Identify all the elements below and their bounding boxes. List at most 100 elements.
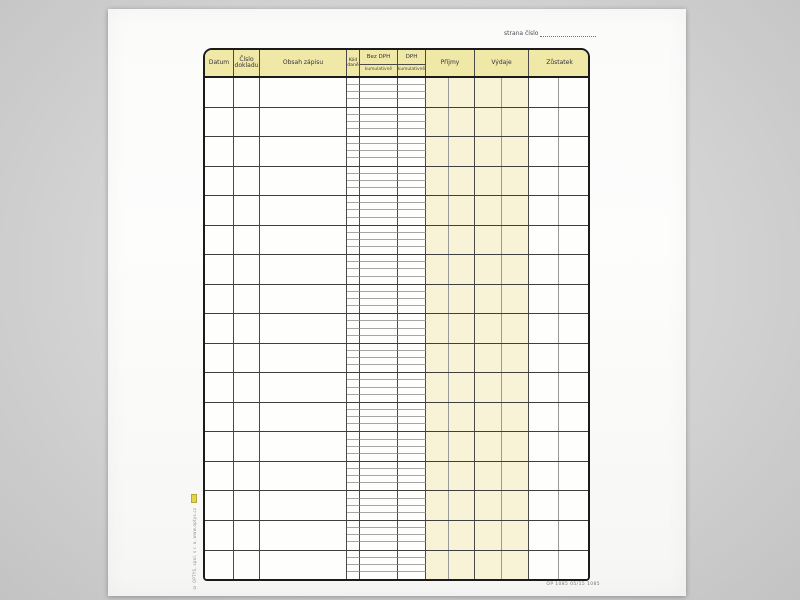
subcell-dph xyxy=(398,343,426,351)
subcell-bez-dph xyxy=(360,498,398,506)
subcell-dph xyxy=(398,417,426,425)
subcell-dph xyxy=(398,92,426,100)
subcell-bez-dph xyxy=(360,217,398,225)
tax-subgrid xyxy=(347,550,426,579)
subcell-kod-dane xyxy=(347,461,360,470)
subcell-dph xyxy=(398,137,426,145)
subcell-kod-dane xyxy=(347,203,360,211)
cell-prijmy-kc xyxy=(426,107,449,137)
subcell-bez-dph xyxy=(360,358,398,366)
header-prijmy-label: Příjmy xyxy=(440,58,460,66)
subcell-kod-dane xyxy=(347,469,360,477)
cell-cislo-dokladu xyxy=(234,373,260,402)
cell-prijmy-hal xyxy=(449,520,475,550)
subcell-bez-dph xyxy=(360,512,398,520)
subcell-dph xyxy=(398,446,426,454)
subcell-bez-dph xyxy=(360,180,398,188)
subcell-kod-dane xyxy=(347,217,360,225)
cell-prijmy-hal xyxy=(449,491,475,520)
cell-datum xyxy=(205,166,234,196)
cell-prijmy-kc xyxy=(426,284,449,314)
cell-vydaje-kc xyxy=(475,284,502,314)
header-cislo-line2: dokladu xyxy=(234,62,259,69)
subcell-dph xyxy=(398,491,426,499)
cell-cislo-dokladu xyxy=(234,166,260,196)
cell-vydaje-kc xyxy=(475,402,502,432)
cell-vydaje-hal xyxy=(502,402,529,432)
page-number-dotted-line xyxy=(540,32,596,37)
cell-zustatek-hal xyxy=(559,284,588,314)
subcell-kod-dane xyxy=(347,173,360,181)
subcell-bez-dph xyxy=(360,269,398,277)
subcell-bez-dph xyxy=(360,99,398,107)
subcell-bez-dph xyxy=(360,114,398,122)
subcell-kod-dane xyxy=(347,335,360,343)
subcell-kod-dane xyxy=(347,483,360,491)
cell-zustatek-kc xyxy=(529,166,559,196)
table-row xyxy=(205,284,588,315)
cell-zustatek-kc xyxy=(529,196,559,225)
subcell-kod-dane xyxy=(347,78,360,86)
subcell-bez-dph xyxy=(360,476,398,484)
subcell-dph xyxy=(398,498,426,506)
subcell-kod-dane xyxy=(347,99,360,107)
publisher-logo-mark xyxy=(191,493,198,503)
table-row xyxy=(205,550,588,579)
cell-vydaje-hal xyxy=(502,225,529,255)
table-row xyxy=(205,225,588,256)
subcell-bez-dph xyxy=(360,298,398,307)
tax-subgrid xyxy=(347,373,426,402)
cell-vydaje-hal xyxy=(502,520,529,550)
table-row xyxy=(205,137,588,167)
subcell-bez-dph xyxy=(360,328,398,336)
subcell-kod-dane xyxy=(347,387,360,395)
cell-zustatek-kc xyxy=(529,402,559,432)
subcell-dph xyxy=(398,180,426,188)
table-row xyxy=(205,255,588,285)
tax-subgrid xyxy=(347,78,426,107)
subcell-kod-dane xyxy=(347,314,360,322)
table-row xyxy=(205,78,588,108)
cell-prijmy-kc xyxy=(426,520,449,550)
subcell-dph xyxy=(398,535,426,543)
header-datum: Datum xyxy=(205,50,234,76)
subcell-kod-dane xyxy=(347,373,360,381)
cell-vydaje-hal xyxy=(502,196,529,225)
cell-prijmy-kc xyxy=(426,255,449,284)
subcell-kod-dane xyxy=(347,107,360,115)
cell-zustatek-kc xyxy=(529,491,559,520)
cell-zustatek-kc xyxy=(529,137,559,166)
cell-zustatek-hal xyxy=(559,225,588,255)
header-dph: DPH kumulativně xyxy=(398,50,426,76)
cell-prijmy-hal xyxy=(449,550,475,579)
subcell-bez-dph xyxy=(360,483,398,491)
cell-zustatek-kc xyxy=(529,373,559,402)
table-row xyxy=(205,402,588,433)
cell-prijmy-hal xyxy=(449,461,475,491)
tax-subgrid xyxy=(347,225,426,255)
subcell-dph xyxy=(398,402,426,410)
subcell-dph xyxy=(398,542,426,550)
header-cislo-dokladu: Číslo dokladu xyxy=(234,50,260,76)
cell-cislo-dokladu xyxy=(234,137,260,166)
header-kod-dane: Kód daně xyxy=(347,50,360,76)
subcell-dph xyxy=(398,461,426,470)
header-obsah-label: Obsah zápisu xyxy=(282,58,324,66)
tax-subgrid xyxy=(347,166,426,196)
cell-cislo-dokladu xyxy=(234,343,260,373)
subcell-bez-dph xyxy=(360,128,398,137)
table-row xyxy=(205,491,588,521)
cell-obsah-zapisu xyxy=(260,373,347,402)
cell-datum xyxy=(205,78,234,107)
subcell-bez-dph xyxy=(360,528,398,536)
subcell-dph xyxy=(398,225,426,233)
cell-obsah-zapisu xyxy=(260,343,347,373)
subcell-kod-dane xyxy=(347,394,360,402)
cell-zustatek-hal xyxy=(559,373,588,402)
subcell-bez-dph xyxy=(360,505,398,513)
cell-prijmy-hal xyxy=(449,373,475,402)
cell-datum xyxy=(205,107,234,137)
subcell-dph xyxy=(398,255,426,263)
subcell-dph xyxy=(398,564,426,572)
